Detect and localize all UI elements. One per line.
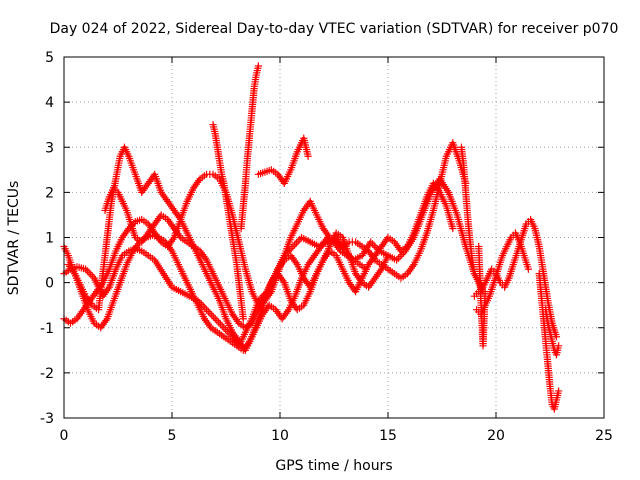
chart-title: Day 024 of 2022, Sidereal Day-to-day VTE… — [50, 21, 619, 37]
data-point — [555, 387, 563, 395]
x-tick-label: 20 — [487, 428, 505, 444]
data-point — [449, 224, 457, 233]
x-tick-label: 25 — [595, 428, 613, 444]
x-tick-label: 15 — [379, 428, 397, 444]
y-tick-label: 1 — [45, 231, 54, 247]
data-point — [239, 315, 247, 323]
data-point — [304, 152, 312, 160]
y-tick-label: 5 — [45, 50, 54, 66]
series-track-8 — [254, 134, 312, 187]
data-point — [384, 251, 392, 260]
series-track-9 — [470, 215, 561, 341]
data-point — [481, 288, 489, 296]
x-axis-label: GPS time / hours — [275, 458, 392, 474]
plot-frame — [63, 56, 605, 419]
y-axis-label: SDTVAR / TECUs — [6, 181, 22, 296]
y-tick-label: -2 — [40, 366, 54, 382]
series-track-5 — [101, 179, 457, 332]
series-track-6 — [209, 121, 247, 323]
y-tick-label: -1 — [40, 321, 54, 337]
series-track-14 — [457, 143, 478, 278]
data-point — [555, 342, 563, 350]
x-tick-label: 10 — [271, 428, 289, 444]
data-series — [60, 62, 563, 413]
y-tick-label: 4 — [45, 95, 54, 111]
y-tick-label: 2 — [45, 185, 54, 201]
data-point — [524, 265, 532, 273]
data-point — [470, 270, 478, 278]
y-tick-label: 0 — [45, 276, 54, 292]
series-track-7 — [237, 62, 262, 233]
axis-ticks: 0 5 10 15 20 25 -3 -2 -1 0 1 2 3 4 5 — [40, 50, 613, 444]
data-point — [254, 62, 262, 70]
y-tick-label: -3 — [40, 411, 54, 427]
series-track-13 — [542, 306, 563, 359]
y-tick-label: 3 — [45, 140, 54, 156]
series-track-11 — [475, 242, 489, 350]
x-tick-label: 5 — [168, 428, 177, 444]
x-tick-label: 0 — [60, 428, 69, 444]
